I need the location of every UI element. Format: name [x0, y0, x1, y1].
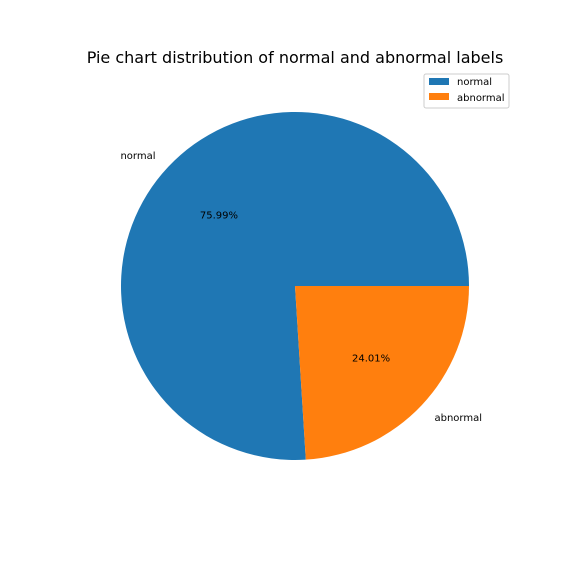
percent-label-abnormal: 24.01%	[352, 353, 390, 364]
pie-slice-abnormal	[295, 286, 469, 460]
percent-label-normal: 75.99%	[200, 211, 238, 222]
slice-label-abnormal: abnormal	[434, 413, 482, 424]
legend-swatch-normal	[429, 78, 449, 85]
legend-swatch-abnormal	[429, 93, 449, 100]
legend-label-abnormal: abnormal	[457, 93, 505, 104]
pie-slices	[121, 111, 470, 460]
slice-label-normal: normal	[120, 151, 155, 162]
legend: normal abnormal	[423, 73, 510, 109]
pie-labels: normal 75.99% abnormal 24.01%	[120, 151, 482, 424]
chart-title: Pie chart distribution of normal and abn…	[87, 48, 504, 67]
legend-label-normal: normal	[457, 77, 492, 88]
